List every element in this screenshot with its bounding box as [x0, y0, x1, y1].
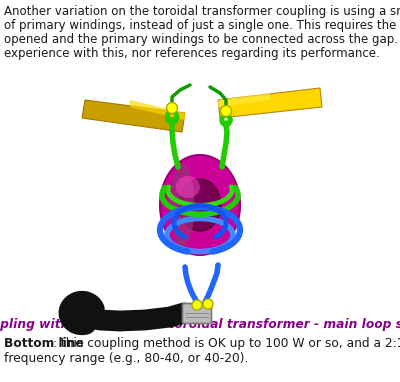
- Polygon shape: [130, 100, 185, 120]
- Circle shape: [220, 105, 232, 117]
- Circle shape: [192, 300, 202, 310]
- Circle shape: [203, 299, 213, 309]
- Polygon shape: [218, 88, 322, 118]
- Circle shape: [166, 102, 178, 113]
- Text: : this coupling method is OK up to 100 W or so, and a 2:1: : this coupling method is OK up to 100 W…: [53, 337, 400, 350]
- Text: Coupling with a ferrite core toroidal transformer - main loop split: Coupling with a ferrite core toroidal tr…: [0, 318, 400, 331]
- Text: frequency range (e.g., 80-40, or 40-20).: frequency range (e.g., 80-40, or 40-20).: [4, 352, 248, 365]
- Text: of primary windings, instead of just a single one. This requires the loop to be: of primary windings, instead of just a s…: [4, 19, 400, 32]
- Polygon shape: [82, 100, 185, 132]
- Polygon shape: [218, 93, 270, 107]
- Text: opened and the primary windings to be connected across the gap. I have no: opened and the primary windings to be co…: [4, 33, 400, 46]
- Ellipse shape: [176, 176, 200, 198]
- Ellipse shape: [179, 179, 221, 231]
- Text: Bottom line: Bottom line: [4, 337, 84, 350]
- Ellipse shape: [170, 162, 194, 248]
- Text: Another variation on the toroidal transformer coupling is using a small number: Another variation on the toroidal transf…: [4, 5, 400, 18]
- FancyBboxPatch shape: [182, 304, 212, 324]
- Text: experience with this, nor references regarding its performance.: experience with this, nor references reg…: [4, 47, 380, 60]
- Ellipse shape: [160, 155, 240, 255]
